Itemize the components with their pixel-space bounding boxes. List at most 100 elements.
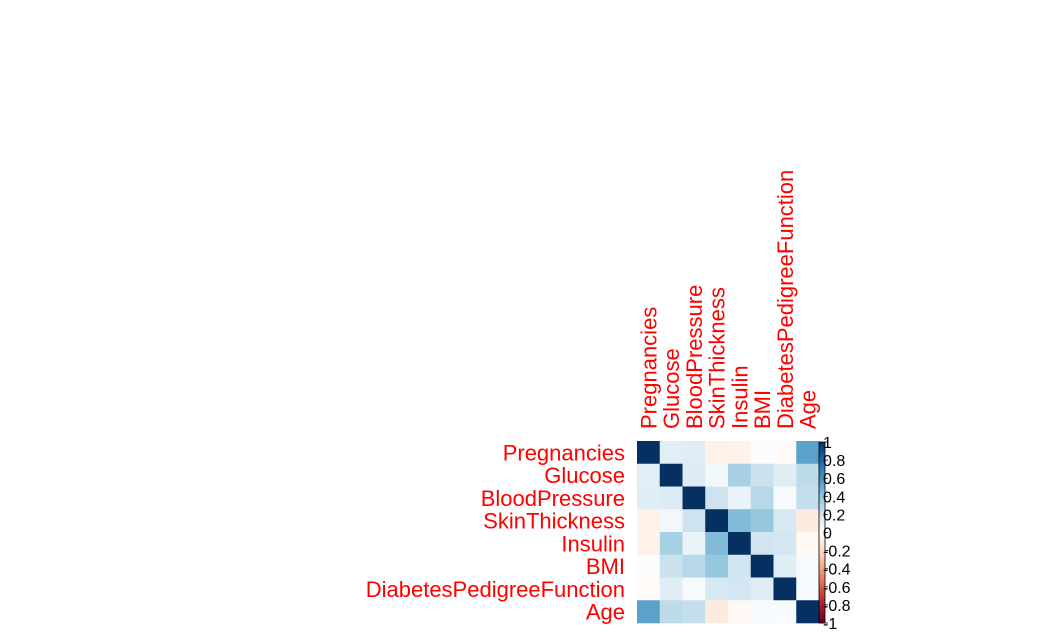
- heatmap-cell: [705, 532, 729, 556]
- heatmap-cell: [773, 441, 797, 465]
- colorbar-tick-label: -0.2: [823, 544, 851, 561]
- heatmap-cell: [796, 441, 820, 465]
- colorbar-tick-label: 0: [823, 526, 832, 543]
- heatmap-cell: [728, 600, 752, 624]
- column-label: Glucose: [659, 348, 684, 429]
- heatmap-cell: [773, 577, 797, 601]
- colorbar-segment: [819, 487, 825, 490]
- colorbar-segment: [819, 536, 825, 539]
- colorbar-tick-label: 0.2: [823, 507, 845, 524]
- column-label: BMI: [750, 390, 775, 429]
- heatmap-cell: [705, 509, 729, 533]
- column-label: Pregnancies: [636, 307, 661, 429]
- colorbar-tick-label: -1: [823, 616, 837, 633]
- colorbar-segment: [819, 521, 825, 524]
- colorbar-segment: [819, 606, 825, 609]
- colorbar-segment: [819, 449, 825, 452]
- heatmap-cell: [682, 441, 706, 465]
- heatmap-cell: [796, 509, 820, 533]
- column-label: Insulin: [727, 365, 752, 429]
- colorbar-segment: [819, 456, 825, 459]
- row-label: Age: [586, 600, 625, 625]
- colorbar-segment: [819, 510, 825, 513]
- colorbar-segment: [819, 594, 825, 597]
- colorbar-segment: [819, 577, 825, 580]
- heatmap-cell: [728, 532, 752, 556]
- colorbar-segment: [819, 566, 825, 570]
- heatmap-cell: [705, 600, 729, 624]
- colorbar-segment: [819, 612, 825, 615]
- colorbar-segment: [819, 590, 825, 593]
- colorbar-segment: [819, 541, 825, 544]
- heatmap-cell: [682, 532, 706, 556]
- colorbar-segment: [819, 572, 825, 575]
- colorbar-segment: [819, 469, 825, 472]
- colorbar-segment: [819, 447, 825, 450]
- heatmap-cell: [750, 463, 774, 487]
- heatmap-cell: [705, 577, 729, 601]
- colorbar-segment: [819, 525, 825, 528]
- row-label: BMI: [586, 554, 625, 579]
- heatmap-cell: [682, 509, 706, 533]
- colorbar-segment: [819, 534, 825, 537]
- colorbar-segment: [819, 494, 825, 497]
- colorbar-segment: [819, 608, 825, 611]
- heatmap-cell: [796, 577, 820, 601]
- heatmap-cell: [705, 463, 729, 487]
- colorbar-segment: [819, 613, 825, 617]
- colorbar-segment: [819, 586, 825, 590]
- colorbar-segment: [819, 617, 825, 620]
- colorbar-segment: [819, 561, 825, 564]
- heatmap-cell: [773, 486, 797, 510]
- colorbar-segment: [819, 514, 825, 517]
- colorbar-segment: [819, 454, 825, 457]
- heatmap-cell: [659, 463, 683, 487]
- colorbar-segment: [819, 472, 825, 475]
- colorbar-segment: [819, 543, 825, 546]
- colorbar-segment: [819, 575, 825, 579]
- colorbar-tick-label: 1: [823, 435, 832, 452]
- colorbar-segment: [819, 512, 825, 515]
- colorbar-segment: [819, 588, 825, 591]
- colorbar-segment: [819, 518, 825, 521]
- heatmap-cells: [637, 441, 820, 624]
- colorbar-segment: [819, 452, 825, 456]
- colorbar-segment: [819, 489, 825, 492]
- colorbar-segment: [819, 615, 825, 618]
- heatmap-cell: [637, 486, 661, 510]
- heatmap-cell: [728, 463, 752, 487]
- column-labels: PregnanciesGlucoseBloodPressureSkinThick…: [636, 170, 820, 429]
- colorbar-segment: [819, 554, 825, 557]
- row-label: Glucose: [544, 463, 625, 488]
- heatmap-cell: [659, 554, 683, 578]
- heatmap-cell: [773, 463, 797, 487]
- heatmap-cell: [796, 600, 820, 624]
- colorbar-segment: [819, 503, 825, 506]
- colorbar-segment: [819, 603, 825, 606]
- colorbar-tick-label: 0.4: [823, 489, 845, 506]
- heatmap-cell: [637, 463, 661, 487]
- colorbar-segment: [819, 548, 825, 551]
- heatmap-cell: [728, 577, 752, 601]
- heatmap-cell: [637, 600, 661, 624]
- colorbar-segment: [819, 619, 825, 622]
- heatmap-cell: [659, 509, 683, 533]
- colorbar-segment: [819, 557, 825, 561]
- colorbar-tick-label: -0.4: [823, 562, 851, 579]
- colorbar-segment: [819, 565, 825, 568]
- colorbar-segment: [819, 451, 825, 454]
- colorbar-segment: [819, 507, 825, 510]
- heatmap-cell: [659, 532, 683, 556]
- heatmap-cell: [682, 463, 706, 487]
- heatmap-cell: [750, 509, 774, 533]
- colorbar-segment: [819, 568, 825, 571]
- colorbar-segment: [819, 597, 825, 600]
- colorbar-segment: [819, 583, 825, 586]
- row-label: Pregnancies: [503, 440, 625, 465]
- colorbar-segment: [819, 556, 825, 559]
- colorbar-segment: [819, 570, 825, 573]
- colorbar-segment: [819, 539, 825, 542]
- heatmap-cell: [659, 441, 683, 465]
- heatmap-cell: [750, 577, 774, 601]
